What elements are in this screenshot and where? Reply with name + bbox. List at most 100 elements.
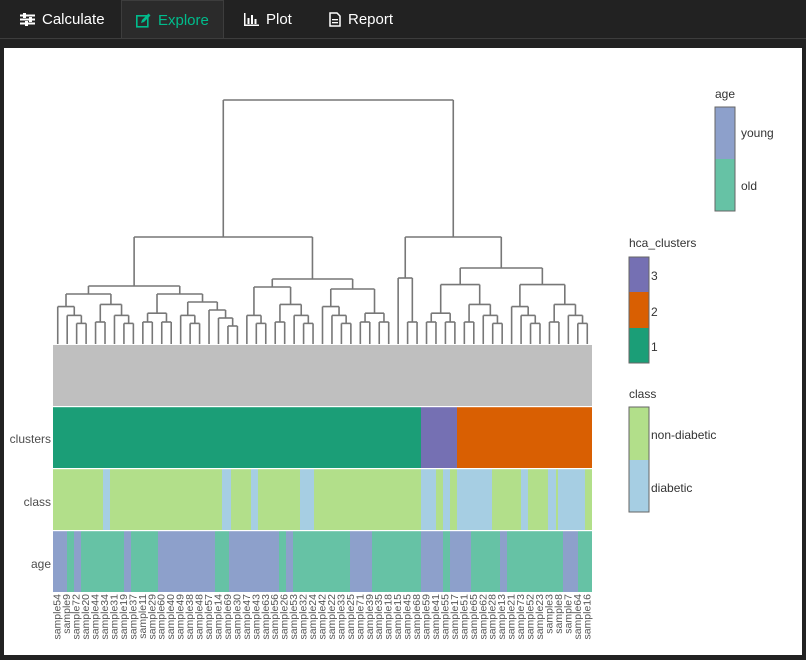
sample-label: sample56 xyxy=(269,594,281,640)
sample-label: sample44 xyxy=(90,594,102,640)
tab-report[interactable]: Report xyxy=(329,0,393,39)
sample-label: sample54 xyxy=(52,594,64,640)
legend-age-old-label: old xyxy=(741,179,757,193)
age-young-segment xyxy=(350,531,372,592)
sample-label: sample41 xyxy=(430,594,442,640)
sample-label: sample30 xyxy=(231,594,243,640)
tab-bar: Calculate Explore Plot Report xyxy=(0,0,806,40)
class-diabetic-segment xyxy=(521,469,528,530)
age-young-segment xyxy=(74,531,81,592)
sample-label: sample43 xyxy=(250,594,262,640)
age-young-segment xyxy=(500,531,507,592)
legend-clusters-title: hca_clusters xyxy=(629,236,696,250)
sample-label: sample63 xyxy=(260,594,272,640)
legend-age-young-swatch xyxy=(715,107,735,159)
sample-label: sample14 xyxy=(212,594,224,640)
class-diabetic-segment xyxy=(421,469,436,530)
class-diabetic-segment xyxy=(457,469,492,530)
sample-label: sample21 xyxy=(506,594,518,640)
heatmap-plot: clusters class age sample54sample9sample… xyxy=(10,87,774,640)
sample-label: sample16 xyxy=(581,594,593,640)
legend-class-nondiabetic-swatch xyxy=(629,407,649,460)
heatmap-cells xyxy=(53,345,592,592)
sample-label: sample34 xyxy=(99,594,111,640)
age-young-segment xyxy=(421,531,443,592)
sliders-icon xyxy=(20,13,35,26)
explore-panel: clusters class age sample54 sample9 sample… xyxy=(4,48,802,655)
age-young-segment xyxy=(229,531,279,592)
sample-label: sample57 xyxy=(203,594,215,640)
age-young-segment xyxy=(286,531,293,592)
legend-clusters-border xyxy=(628,256,650,364)
sample-label: sample60 xyxy=(156,594,168,640)
sample-label: sample22 xyxy=(326,594,338,640)
age-young-segment xyxy=(158,531,215,592)
file-icon xyxy=(329,12,341,27)
sample-label: sample31 xyxy=(108,594,120,640)
sample-label: sample73 xyxy=(515,594,527,640)
dendrogram xyxy=(56,99,589,344)
legend-cluster-3-swatch xyxy=(629,257,649,292)
sample-label: sample7 xyxy=(562,594,574,634)
sample-label: sample19 xyxy=(118,594,130,640)
sample-label: sample37 xyxy=(127,594,139,640)
legend-class-title: class xyxy=(629,387,656,401)
age-young-segment xyxy=(450,531,471,592)
legend-class: class non-diabetic diabetic xyxy=(628,387,716,513)
legend-clusters: hca_clusters 3 2 1 xyxy=(628,236,696,364)
legend-cluster-1-label: 1 xyxy=(651,340,658,354)
sample-label: sample35 xyxy=(373,594,385,640)
legend-age-young-label: young xyxy=(741,126,774,140)
bar-chart-icon xyxy=(244,13,259,26)
sample-label: sample62 xyxy=(477,594,489,640)
heatmap-row-labels: clusters class age xyxy=(10,432,52,571)
sample-label: sample53 xyxy=(288,594,300,640)
sample-label: sample69 xyxy=(222,594,234,640)
sample-label: sample32 xyxy=(298,594,310,640)
tab-explore[interactable]: Explore xyxy=(121,0,224,39)
legend-class-diabetic-label: diabetic xyxy=(651,481,692,495)
sample-label: sample3 xyxy=(543,594,555,634)
sample-label: sample71 xyxy=(354,594,366,640)
cluster-1-segment xyxy=(53,407,421,468)
sample-label: sample39 xyxy=(364,594,376,640)
age-young-segment xyxy=(563,531,578,592)
sample-label: sample47 xyxy=(241,594,253,640)
class-diabetic-segment xyxy=(103,469,110,530)
sample-label: sample9 xyxy=(61,594,73,634)
class-diabetic-segment xyxy=(251,469,258,530)
age-row-base xyxy=(53,531,592,592)
sample-label: sample28 xyxy=(487,594,499,640)
sample-label: sample13 xyxy=(496,594,508,640)
class-diabetic-segment xyxy=(548,469,556,530)
tab-calculate[interactable]: Calculate xyxy=(20,0,105,39)
sample-label: sample33 xyxy=(335,594,347,640)
sample-label: sample29 xyxy=(146,594,158,640)
cluster-2-segment xyxy=(457,407,592,468)
legend-cluster-1-swatch xyxy=(629,328,649,363)
sample-label: sample17 xyxy=(449,594,461,640)
sample-label: sample51 xyxy=(458,594,470,640)
sample-label: sample15 xyxy=(392,594,404,640)
tab-calculate-label: Calculate xyxy=(42,11,105,28)
row-separator xyxy=(53,530,592,532)
legend-class-border xyxy=(628,406,650,513)
sample-label: sample25 xyxy=(345,594,357,640)
sample-label: sample42 xyxy=(317,594,329,640)
sample-label: sample72 xyxy=(71,594,83,640)
sample-label: sample18 xyxy=(383,594,395,640)
tab-report-label: Report xyxy=(348,11,394,28)
tab-plot[interactable]: Plot xyxy=(244,0,292,39)
age-young-segment xyxy=(53,531,67,592)
row-label-age: age xyxy=(31,557,51,571)
legend-class-nondiabetic-label: non-diabetic xyxy=(651,428,716,442)
legend-age: age young old xyxy=(714,87,774,212)
age-young-segment xyxy=(124,531,131,592)
tab-explore-label: Explore xyxy=(158,11,209,29)
row-label-class: class xyxy=(24,495,51,509)
sample-label: sample64 xyxy=(572,594,584,640)
legend-cluster-2-label: 2 xyxy=(651,305,658,319)
sample-label: sample59 xyxy=(421,594,433,640)
legend-cluster-3-label: 3 xyxy=(651,269,658,283)
legend-cluster-2-swatch xyxy=(629,292,649,328)
